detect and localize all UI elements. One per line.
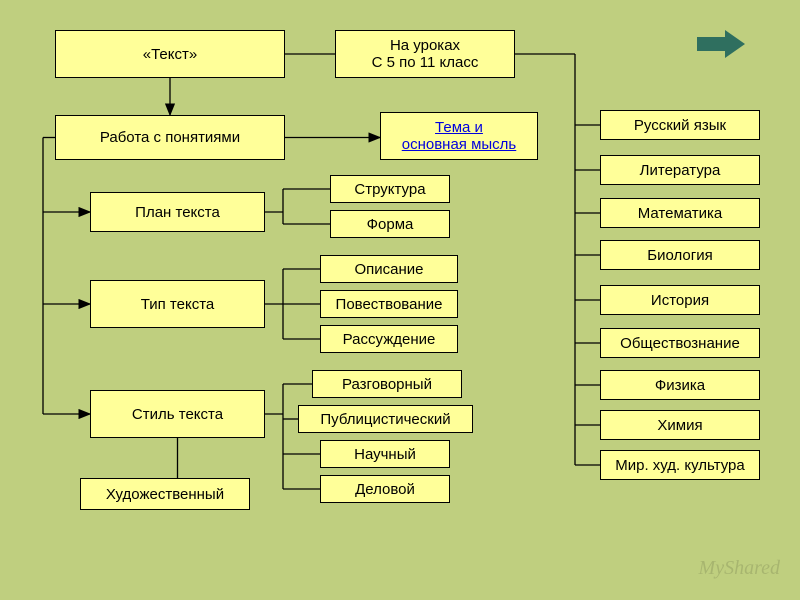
node-subj_soc: Обществознание (600, 328, 760, 358)
node-plan: План текста (90, 192, 265, 232)
node-desc: Описание (320, 255, 458, 283)
node-style: Стиль текста (90, 390, 265, 438)
node-label: Биология (647, 247, 712, 264)
node-label: На урокахС 5 по 11 класс (372, 37, 479, 71)
node-scientific: Научный (320, 440, 450, 468)
node-label: Публицистический (320, 411, 450, 428)
node-business: Деловой (320, 475, 450, 503)
node-label: Художественный (106, 486, 224, 503)
node-concepts: Работа с понятиями (55, 115, 285, 160)
node-label: Химия (657, 417, 702, 434)
node-label: Литература (640, 162, 721, 179)
node-label: Работа с понятиями (100, 129, 240, 146)
node-theme[interactable]: Тема иосновная мысль (380, 112, 538, 160)
node-label: Разговорный (342, 376, 432, 393)
node-label: План текста (135, 204, 220, 221)
node-label: Деловой (355, 481, 415, 498)
node-subj_bio: Биология (600, 240, 760, 270)
node-subj_art: Мир. худ. культура (600, 450, 760, 480)
node-label: Научный (354, 446, 416, 463)
node-label: Стиль текста (132, 406, 223, 423)
node-text_root: «Текст» (55, 30, 285, 78)
node-artistic: Художественный (80, 478, 250, 510)
node-label: Физика (655, 377, 705, 394)
next-slide-arrow-icon[interactable] (697, 30, 745, 63)
node-label: Русский язык (634, 117, 726, 134)
node-reason: Рассуждение (320, 325, 458, 353)
node-lessons: На урокахС 5 по 11 класс (335, 30, 515, 78)
node-label: Обществознание (620, 335, 740, 352)
node-form: Форма (330, 210, 450, 238)
node-subj_hist: История (600, 285, 760, 315)
node-label: Математика (638, 205, 723, 222)
node-label: Рассуждение (343, 331, 436, 348)
node-narr: Повествование (320, 290, 458, 318)
node-label: Повествование (336, 296, 443, 313)
node-subj_lit: Литература (600, 155, 760, 185)
node-structure: Структура (330, 175, 450, 203)
node-label: Тип текста (141, 296, 215, 313)
node-label: Форма (367, 216, 414, 233)
node-subj_math: Математика (600, 198, 760, 228)
node-label: История (651, 292, 709, 309)
node-label: Мир. худ. культура (615, 457, 745, 474)
node-subj_rus: Русский язык (600, 110, 760, 140)
watermark: MyShared (699, 557, 780, 580)
node-type: Тип текста (90, 280, 265, 328)
node-label: Структура (354, 181, 425, 198)
node-public: Публицистический (298, 405, 473, 433)
node-subj_chem: Химия (600, 410, 760, 440)
node-label: Описание (354, 261, 423, 278)
node-colloq: Разговорный (312, 370, 462, 398)
node-label: «Текст» (143, 46, 197, 63)
node-label: Тема иосновная мысль (402, 119, 517, 153)
node-subj_phys: Физика (600, 370, 760, 400)
